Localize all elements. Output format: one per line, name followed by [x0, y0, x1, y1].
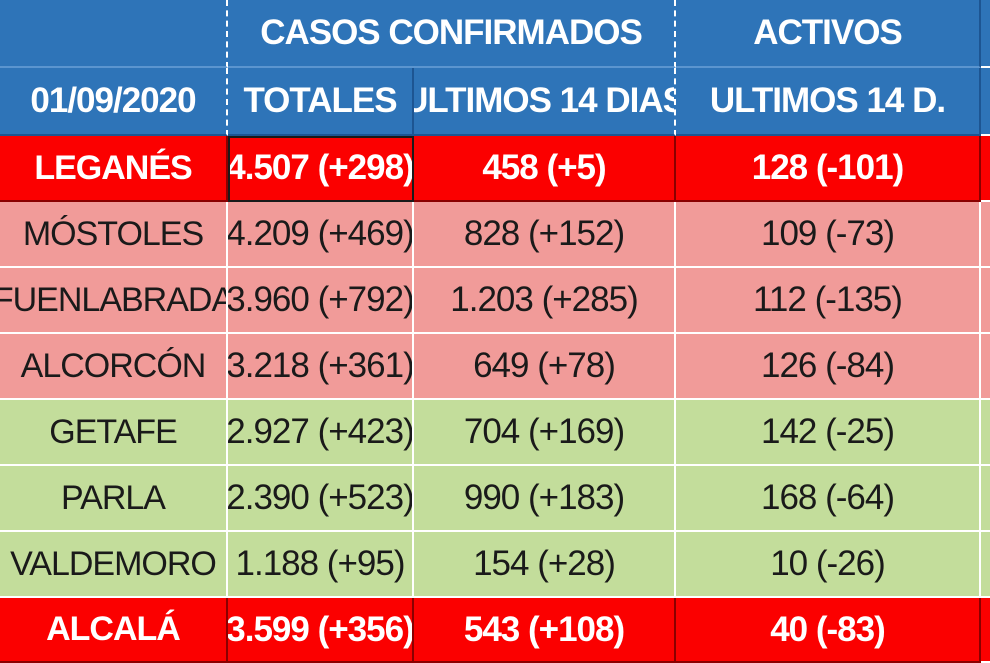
row-ultimos14: 1.203 (+285) — [414, 268, 676, 334]
table-edge — [981, 136, 990, 202]
row-activos: 112 (-135) — [676, 268, 981, 334]
table-edge — [981, 400, 990, 466]
header-ultimos-14-dias: ULTIMOS 14 DIAS — [414, 68, 676, 136]
row-totales: 3.960 (+792) — [228, 268, 414, 334]
table-edge — [981, 202, 990, 268]
table-edge — [981, 598, 990, 663]
row-activos: 109 (-73) — [676, 202, 981, 268]
row-activos: 10 (-26) — [676, 532, 981, 598]
row-totales: 3.218 (+361) — [228, 334, 414, 400]
row-totales: 4.507 (+298) — [228, 136, 414, 202]
row-ultimos14: 828 (+152) — [414, 202, 676, 268]
row-activos: 126 (-84) — [676, 334, 981, 400]
header-blank-cell — [0, 0, 228, 68]
row-activos: 128 (-101) — [676, 136, 981, 202]
row-ultimos14: 458 (+5) — [414, 136, 676, 202]
header-activos: ACTIVOS — [676, 0, 981, 68]
row-totales: 4.209 (+469) — [228, 202, 414, 268]
row-totales: 2.390 (+523) — [228, 466, 414, 532]
row-activos: 142 (-25) — [676, 400, 981, 466]
row-totales: 1.188 (+95) — [228, 532, 414, 598]
header-date: 01/09/2020 — [0, 68, 228, 136]
header-totales: TOTALES — [228, 68, 414, 136]
row-municipio: PARLA — [0, 466, 228, 532]
row-ultimos14: 990 (+183) — [414, 466, 676, 532]
row-municipio: MÓSTOLES — [0, 202, 228, 268]
table-edge — [981, 0, 990, 68]
table-edge — [981, 268, 990, 334]
row-ultimos14: 649 (+78) — [414, 334, 676, 400]
row-municipio: VALDEMORO — [0, 532, 228, 598]
row-totales: 2.927 (+423) — [228, 400, 414, 466]
row-municipio: FUENLABRADA — [0, 268, 228, 334]
row-ultimos14: 543 (+108) — [414, 598, 676, 663]
row-ultimos14: 154 (+28) — [414, 532, 676, 598]
row-municipio: LEGANÉS — [0, 136, 228, 202]
row-municipio: ALCALÁ — [0, 598, 228, 663]
row-activos: 40 (-83) — [676, 598, 981, 663]
row-municipio: GETAFE — [0, 400, 228, 466]
table-edge — [981, 532, 990, 598]
row-activos: 168 (-64) — [676, 466, 981, 532]
header-ultimos-14-d: ULTIMOS 14 D. — [676, 68, 981, 136]
header-casos-confirmados: CASOS CONFIRMADOS — [228, 0, 676, 68]
row-municipio: ALCORCÓN — [0, 334, 228, 400]
table-edge — [981, 68, 990, 136]
row-totales: 3.599 (+356) — [228, 598, 414, 663]
row-ultimos14: 704 (+169) — [414, 400, 676, 466]
table-edge — [981, 466, 990, 532]
table-edge — [981, 334, 990, 400]
